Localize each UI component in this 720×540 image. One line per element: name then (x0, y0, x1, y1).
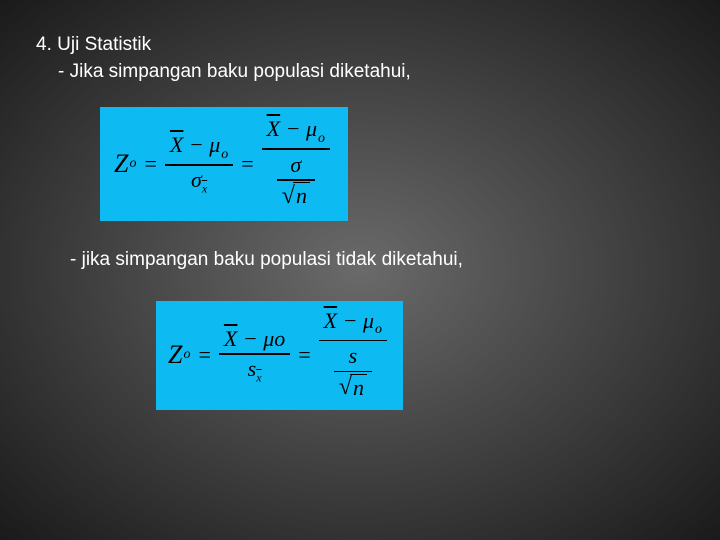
minus4: − (337, 308, 363, 333)
lhs-var-2: Z (168, 340, 182, 370)
lhs-sub-2: o (183, 347, 190, 363)
inner-frac: σ √n (277, 151, 315, 212)
fraction-1b: X − μo σ √n (262, 115, 330, 212)
s: s (248, 356, 257, 381)
mu-sub2: o (318, 131, 325, 146)
mu4: μ (363, 308, 374, 333)
equals-4: = (298, 342, 310, 368)
heading-block: 4. Uji Statistik - Jika simpangan baku p… (36, 32, 684, 85)
equals-2: = (241, 151, 253, 177)
fraction-2b: X − μo s √n (319, 307, 387, 404)
slide-content: 4. Uji Statistik - Jika simpangan baku p… (0, 0, 720, 470)
sqrt-n-arg: n (293, 182, 310, 209)
sigma-sub: x (202, 181, 207, 195)
mu-sub4: o (375, 322, 382, 337)
formula-2-box: Zo = X − μo sx = X − μo s (156, 301, 403, 410)
text-2: - jika simpangan baku populasi tidak dik… (36, 249, 684, 271)
fraction-1a: X − μo σx (165, 131, 233, 196)
minus3: − (237, 326, 263, 351)
mu2: μ (306, 116, 317, 141)
fraction-2a: X − μo sx (219, 325, 290, 386)
inner-frac-2: s √n (334, 342, 372, 403)
lhs-var: Z (114, 149, 128, 179)
formula-1-box: Zo = X − μo σx = X − μo σ (100, 107, 348, 220)
xbar4: X (324, 308, 337, 333)
lhs-sub: o (129, 156, 136, 172)
sqrt-n-arg-2: n (350, 374, 367, 401)
equals-1: = (144, 151, 156, 177)
equals-3: = (198, 342, 210, 368)
xbar2: X (267, 116, 280, 141)
sqrt-n-2: √n (339, 373, 367, 402)
heading-main: 4. Uji Statistik (36, 34, 151, 55)
heading-sub: - Jika simpangan baku populasi diketahui… (36, 59, 684, 86)
minus2: − (280, 116, 306, 141)
sigma2: σ (285, 151, 306, 179)
xbar3: X (224, 326, 237, 351)
s-sub: x (256, 370, 261, 384)
mu-sub: o (221, 147, 228, 162)
sigma: σ (191, 167, 202, 192)
sqrt-n: √n (282, 182, 310, 211)
mu: μ (209, 132, 220, 157)
mu3: μo (263, 326, 285, 351)
minus: − (183, 132, 209, 157)
xbar: X (170, 132, 183, 157)
s2: s (344, 342, 363, 370)
formula-1: Zo = X − μo σx = X − μo σ (114, 115, 330, 212)
formula-2: Zo = X − μo sx = X − μo s (168, 307, 387, 404)
